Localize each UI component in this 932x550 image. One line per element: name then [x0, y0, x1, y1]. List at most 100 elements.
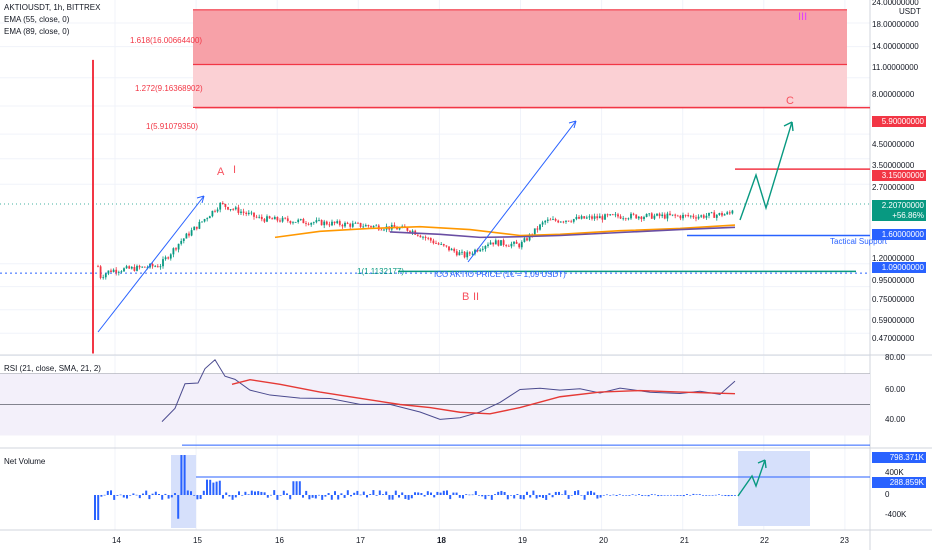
candle-body	[492, 242, 495, 245]
volume-bar	[689, 494, 692, 496]
candle-body	[273, 216, 276, 220]
candle-body	[565, 220, 567, 222]
volume-bar	[561, 494, 564, 495]
volume-bar	[609, 495, 612, 496]
candle-body	[731, 210, 734, 214]
candle-body	[279, 220, 281, 222]
candle-body	[112, 269, 115, 272]
volume-bar	[647, 495, 650, 497]
candle-body	[396, 227, 398, 230]
volume-bar	[490, 495, 493, 500]
volume-bar	[702, 495, 704, 496]
volume-bar	[510, 495, 512, 496]
volume-bar	[698, 494, 701, 495]
price-tick: 0.59000000	[872, 316, 915, 325]
symbol-title[interactable]: AKTIOUSDT, 1h, BITTREX	[4, 3, 101, 12]
candle-body	[468, 252, 471, 254]
candle-body	[593, 216, 596, 219]
volume-bar	[663, 495, 666, 496]
rsi-ma-line	[231, 378, 736, 415]
volume-bar	[446, 490, 448, 495]
volume-bar	[238, 491, 240, 495]
candle-body	[364, 225, 367, 227]
volume-bar	[286, 493, 288, 495]
volume-tag-mid: 288.859K	[872, 477, 926, 488]
candle-body	[310, 222, 313, 225]
volume-highlight-right	[738, 451, 810, 526]
volume-bar	[590, 490, 592, 495]
volume-bar	[551, 495, 554, 498]
volume-bar	[356, 490, 359, 495]
volume-bar	[382, 494, 384, 495]
volume-title[interactable]: Net Volume	[4, 457, 46, 466]
price-tick: 18.00000000	[872, 20, 919, 29]
volume-tag-high: 798.371K	[872, 452, 926, 463]
volume-bar	[727, 495, 730, 497]
arrow-head	[196, 195, 205, 204]
volume-bar	[132, 493, 135, 495]
volume-bar	[122, 495, 125, 498]
candle-body	[393, 224, 396, 228]
candle-body	[307, 223, 310, 225]
candle-body	[349, 223, 352, 227]
volume-bar	[206, 479, 208, 495]
candle-body	[188, 233, 190, 236]
candle-body	[440, 244, 443, 245]
candle-body	[128, 266, 131, 269]
volume-bar	[522, 495, 525, 500]
volume-bar	[596, 495, 599, 499]
candle-body	[325, 221, 328, 225]
candle-body	[162, 259, 164, 267]
volume-bar	[449, 495, 452, 500]
volume-bar	[366, 495, 368, 498]
volume-bar	[212, 482, 215, 495]
volume-bar	[458, 495, 461, 498]
candle-body	[500, 240, 502, 246]
candle-body	[622, 218, 625, 220]
candle-body	[294, 221, 297, 223]
volume-bar	[180, 455, 183, 495]
candle-body	[169, 254, 172, 259]
currency-label: USDT	[899, 7, 921, 16]
volume-bar	[298, 481, 301, 495]
volume-bar	[641, 495, 644, 496]
candle-body	[715, 214, 718, 218]
candle-body	[180, 240, 183, 244]
ema89-legend[interactable]: EMA (89, close, 0)	[4, 27, 70, 36]
candle-body	[138, 265, 141, 268]
candle-body	[260, 216, 263, 220]
candle-body	[331, 221, 333, 226]
volume-bar	[158, 493, 160, 495]
candle-body	[318, 219, 320, 221]
candle-body	[271, 218, 274, 220]
volume-bar	[708, 495, 711, 496]
candle-body	[643, 216, 645, 220]
candle-body	[299, 219, 302, 220]
candle-body	[442, 244, 445, 246]
volume-bar	[362, 491, 365, 495]
time-tick: 19	[518, 536, 527, 545]
wave-ii: II	[473, 291, 480, 303]
rsi-title[interactable]: RSI (21, close, SMA, 21, 2)	[4, 364, 101, 373]
volume-bar	[455, 492, 458, 495]
candle-body	[276, 216, 279, 221]
candle-body	[253, 212, 255, 217]
ema55-legend[interactable]: EMA (55, close, 0)	[4, 15, 70, 24]
price-tick: 11.00000000	[872, 63, 919, 72]
candle-body	[630, 213, 632, 219]
time-tick: 21	[680, 536, 689, 545]
price-tick: 2.70000000	[872, 183, 915, 192]
volume-bar	[350, 495, 352, 497]
volume-bar	[462, 495, 464, 499]
candle-body	[419, 235, 422, 238]
candle-body	[455, 251, 458, 256]
volume-bar	[679, 495, 682, 496]
volume-bar	[282, 490, 285, 495]
volume-bar	[478, 495, 480, 496]
candle-body	[216, 209, 219, 212]
candle-body	[351, 223, 354, 227]
volume-bar	[190, 491, 192, 495]
candle-body	[224, 204, 227, 207]
volume-bar	[279, 495, 282, 496]
